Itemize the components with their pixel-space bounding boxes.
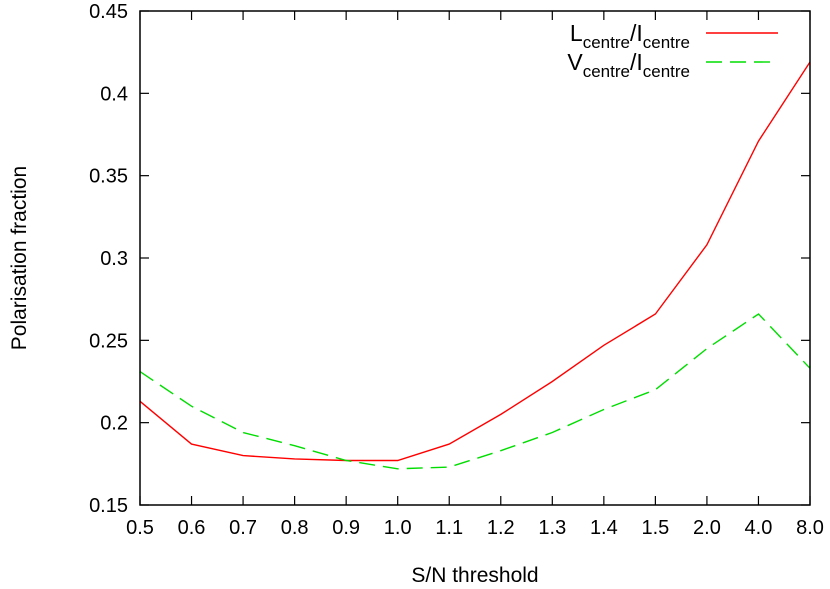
y-tick-label: 0.35: [89, 166, 128, 188]
legend-sub-0: centre: [583, 33, 630, 52]
legend-sep-0: /I: [630, 20, 643, 46]
x-tick-label: 0.7: [229, 517, 257, 539]
y-axis-label: Polarisation fraction: [8, 166, 31, 350]
x-tick-label: 0.5: [126, 517, 154, 539]
y-tick-label: 0.3: [100, 248, 128, 270]
legend-sep-1: /I: [630, 49, 643, 75]
x-tick-label: 1.3: [538, 517, 566, 539]
plot-area-frame: [139, 10, 811, 506]
x-tick-label: 1.2: [487, 517, 515, 539]
x-axis-label: S/N threshold: [411, 564, 538, 587]
legend-main-1: V: [567, 49, 583, 75]
x-tick-labels: 0.5 0.6 0.7 0.8 0.9 1.0 1.1 1.2 1.3 1.4 1.5 2.0 4.0 8…: [126, 517, 824, 539]
x-tick-label: 4.0: [745, 517, 773, 539]
tick-marks: [139, 10, 811, 506]
y-tick-labels: 0.15 0.2 0.25 0.3 0.35 0.4 0.45: [89, 1, 128, 517]
legend-sub2-0: centre: [643, 33, 690, 52]
series-line-0: [139, 61, 811, 462]
x-tick-label: 0.6: [178, 517, 206, 539]
x-tick-label: 0.9: [332, 517, 360, 539]
y-tick-label: 0.25: [89, 330, 128, 352]
x-tick-label: 8.0: [796, 517, 824, 539]
x-tick-label: 1.0: [384, 517, 412, 539]
legend-main-0: L: [570, 20, 583, 46]
legend-sub-1: centre: [583, 62, 630, 81]
series-line-1: [139, 313, 811, 470]
x-tick-label: 0.8: [281, 517, 309, 539]
y-tick-label: 0.15: [89, 495, 128, 517]
y-tick-label: 0.45: [89, 1, 128, 23]
series-lines: [139, 61, 811, 470]
legend-label-0: Lcentre/Icentre: [570, 20, 690, 52]
x-tick-label: 2.0: [693, 517, 721, 539]
x-tick-label: 1.4: [590, 517, 618, 539]
x-tick-label: 1.1: [435, 517, 463, 539]
legend-label-1: Vcentre/Icentre: [567, 49, 690, 81]
x-tick-label: 1.5: [641, 517, 669, 539]
legend-sub2-1: centre: [643, 62, 690, 81]
y-tick-label: 0.2: [100, 413, 128, 435]
y-tick-label: 0.4: [100, 83, 128, 105]
